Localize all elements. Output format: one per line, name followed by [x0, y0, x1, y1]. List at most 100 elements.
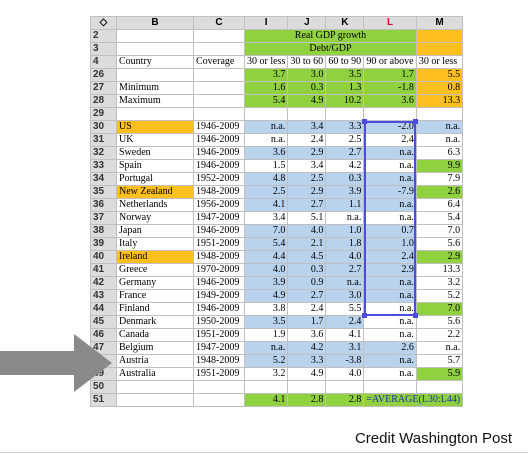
coverage-cell[interactable]: 1947-2009	[193, 341, 245, 355]
value-cell[interactable]: 2.7	[325, 263, 365, 277]
row-number[interactable]: 42	[90, 276, 117, 290]
value-cell[interactable]: 1.9	[243, 328, 289, 342]
value-cell[interactable]: 2.5	[287, 172, 327, 186]
value-cell[interactable]: 0.3	[287, 263, 327, 277]
value-cell[interactable]: 4.4	[243, 250, 289, 264]
value-cell[interactable]: n.a.	[363, 367, 417, 381]
coverage-cell[interactable]: 1946-2009	[193, 159, 245, 173]
row-number[interactable]: 27	[90, 81, 117, 95]
coverage-cell[interactable]	[193, 393, 245, 407]
coverage-cell[interactable]: 1948-2009	[193, 185, 245, 199]
value-cell[interactable]: 5.6	[415, 315, 464, 329]
value-cell[interactable]: Real GDP growth	[244, 29, 417, 43]
value-cell[interactable]: 0.3	[287, 81, 327, 95]
value-cell[interactable]	[415, 42, 464, 56]
coverage-cell[interactable]: 1951-2009	[193, 237, 245, 251]
value-cell[interactable]	[325, 107, 365, 121]
value-cell[interactable]: 3.2	[415, 276, 464, 290]
value-cell[interactable]: -2.0	[363, 120, 417, 134]
row-number[interactable]: 37	[90, 211, 117, 225]
value-cell[interactable]: 2.8	[287, 393, 327, 407]
value-cell[interactable]: 2.1	[287, 237, 327, 251]
coverage-cell[interactable]: 1946-2009	[193, 146, 245, 160]
value-cell[interactable]	[363, 380, 417, 394]
row-number[interactable]: 36	[90, 198, 117, 212]
row-number[interactable]: 40	[90, 250, 117, 264]
value-cell[interactable]: n.a.	[415, 120, 464, 134]
coverage-cell[interactable]: 1956-2009	[193, 198, 245, 212]
value-cell[interactable]: 1.7	[287, 315, 327, 329]
value-cell[interactable]: 4.9	[243, 289, 289, 303]
coverage-cell[interactable]	[193, 380, 245, 394]
value-cell[interactable]: 7.9	[415, 172, 464, 186]
value-cell[interactable]	[415, 29, 464, 43]
coverage-cell[interactable]: 1970-2009	[193, 263, 245, 277]
value-cell[interactable]: 2.7	[287, 198, 327, 212]
coverage-cell[interactable]: 1948-2009	[193, 354, 245, 368]
row-number[interactable]: 26	[90, 68, 117, 82]
value-cell[interactable]: n.a.	[325, 276, 365, 290]
column-header-k[interactable]: K	[325, 16, 365, 30]
value-cell[interactable]: 60 to 90	[325, 55, 365, 69]
coverage-cell[interactable]: 1952-2009	[193, 172, 245, 186]
value-cell[interactable]: 3.4	[287, 120, 327, 134]
value-cell[interactable]: 6.4	[415, 198, 464, 212]
value-cell[interactable]: 13.3	[415, 94, 464, 108]
value-cell[interactable]: 7.0	[415, 302, 464, 316]
value-cell[interactable]: 3.3	[325, 120, 365, 134]
value-cell[interactable]: 4.0	[325, 367, 365, 381]
value-cell[interactable]: 4.2	[287, 341, 327, 355]
value-cell[interactable]	[415, 380, 464, 394]
country-cell[interactable]: Maximum	[116, 94, 194, 108]
value-cell[interactable]	[325, 380, 365, 394]
row-number[interactable]: 29	[90, 107, 117, 121]
country-cell[interactable]	[116, 380, 194, 394]
row-number[interactable]: 31	[90, 133, 117, 147]
coverage-cell[interactable]: 1949-2009	[193, 289, 245, 303]
value-cell[interactable]: 5.9	[415, 367, 464, 381]
column-header-c[interactable]: C	[193, 16, 245, 30]
country-cell[interactable]: Portugal	[116, 172, 194, 186]
country-cell[interactable]: New Zealand	[116, 185, 194, 199]
value-cell[interactable]: 5.1	[287, 211, 327, 225]
value-cell[interactable]: 5.5	[415, 68, 464, 82]
coverage-cell[interactable]: 1946-2009	[193, 224, 245, 238]
value-cell[interactable]: 3.6	[287, 328, 327, 342]
value-cell[interactable]: 3.4	[243, 211, 289, 225]
value-cell[interactable]: 2.9	[415, 250, 464, 264]
column-header-b[interactable]: B	[116, 16, 194, 30]
coverage-cell[interactable]: 1947-2009	[193, 211, 245, 225]
value-cell[interactable]: n.a.	[243, 341, 289, 355]
value-cell[interactable]: 0.3	[325, 172, 365, 186]
row-number[interactable]: 32	[90, 146, 117, 160]
value-cell[interactable]: n.a.	[243, 133, 289, 147]
value-cell[interactable]	[415, 107, 464, 121]
value-cell[interactable]: 2.4	[363, 133, 417, 147]
coverage-cell[interactable]: 1946-2009	[193, 133, 245, 147]
row-number[interactable]: 51	[90, 393, 117, 407]
value-cell[interactable]: 2.7	[325, 146, 365, 160]
value-cell[interactable]: 2.4	[287, 133, 327, 147]
value-cell[interactable]: n.a.	[363, 211, 417, 225]
country-cell[interactable]: Belgium	[116, 341, 194, 355]
column-header-m[interactable]: M	[415, 16, 464, 30]
value-cell[interactable]: n.a.	[363, 198, 417, 212]
value-cell[interactable]: 3.5	[325, 68, 365, 82]
value-cell[interactable]: 4.9	[287, 367, 327, 381]
value-cell[interactable]: 7.0	[243, 224, 289, 238]
value-cell[interactable]: 0.7	[363, 224, 417, 238]
value-cell[interactable]: Debt/GDP	[244, 42, 417, 56]
row-number[interactable]: 50	[90, 380, 117, 394]
country-cell[interactable]: Country	[116, 55, 194, 69]
value-cell[interactable]: 2.7	[287, 289, 327, 303]
coverage-cell[interactable]: Coverage	[193, 55, 245, 69]
value-cell[interactable]: 1.5	[243, 159, 289, 173]
value-cell[interactable]: 2.4	[287, 302, 327, 316]
value-cell[interactable]: -1.8	[363, 81, 417, 95]
value-cell[interactable]: 4.0	[243, 263, 289, 277]
value-cell[interactable]: 1.7	[363, 68, 417, 82]
coverage-cell[interactable]: 1950-2009	[193, 315, 245, 329]
value-cell[interactable]: n.a.	[363, 328, 417, 342]
country-cell[interactable]: Minimum	[116, 81, 194, 95]
value-cell[interactable]: n.a.	[363, 276, 417, 290]
